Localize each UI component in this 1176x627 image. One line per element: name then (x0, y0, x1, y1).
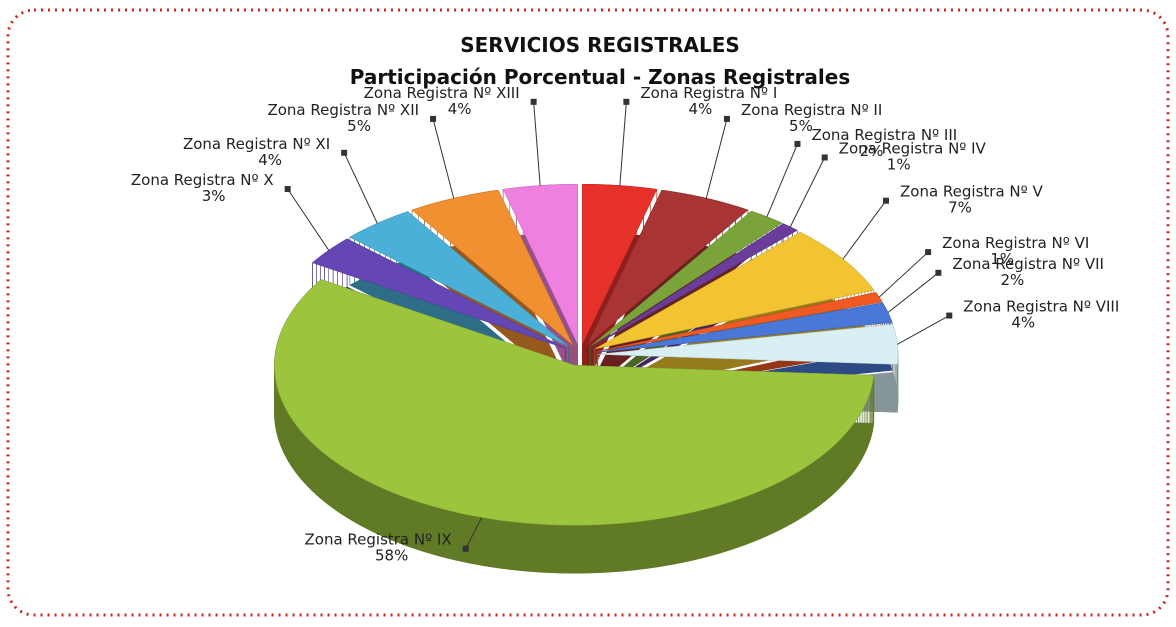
leader-line (766, 143, 798, 218)
slice-label: Zona Registra Nº V (900, 183, 1043, 201)
pie (274, 184, 899, 574)
slice-value-label: 2% (860, 142, 884, 160)
slice-value-label: 3% (202, 187, 226, 205)
slice-value-label: 5% (789, 117, 813, 135)
leader-dot (462, 545, 469, 552)
slice-label: Zona Registra Nº XIII (364, 84, 520, 102)
slice-value-label: 1% (887, 155, 911, 173)
chart-title: SERVICIOS REGISTRALES (460, 33, 740, 57)
slice-label: Zona Registra Nº VI (942, 234, 1089, 252)
chart-subtitle: Participación Porcentual - Zonas Registr… (350, 65, 851, 89)
slice-top (411, 189, 574, 346)
slice-value-label: 4% (688, 100, 712, 118)
leader-line (619, 101, 627, 186)
slice-value-label: 4% (258, 151, 282, 169)
leader-line (465, 517, 483, 549)
slice-value-label: 7% (948, 199, 972, 217)
leader-dot (623, 98, 630, 105)
slice-top (596, 292, 883, 352)
leader-dot (794, 140, 801, 147)
slice-top (349, 211, 569, 347)
leader-line (705, 118, 728, 199)
leader-dot (723, 115, 730, 122)
slice-label: Zona Registra Nº I (640, 84, 777, 102)
leader-dot (530, 98, 537, 105)
leader-dot (925, 249, 932, 256)
leader-dot (821, 154, 828, 161)
slice-top (591, 223, 798, 348)
slice-value-label: 5% (347, 117, 371, 135)
leader-line (897, 315, 950, 345)
slice-label: Zona Registra Nº VIII (963, 298, 1119, 316)
slice-label: Zona Registra Nº III (811, 126, 957, 144)
slice-label: Zona Registra Nº X (131, 171, 274, 189)
leader-dot (946, 312, 953, 319)
leader-line (343, 152, 378, 224)
slice (274, 278, 875, 574)
slice-value-label: 2% (1000, 271, 1024, 289)
slice-top (597, 302, 893, 353)
slice-top (597, 324, 899, 365)
leader-line (842, 200, 887, 260)
slice-label: Zona Registra Nº II (741, 101, 882, 119)
slice-value-label: 4% (1011, 314, 1035, 332)
slice-top (586, 189, 749, 346)
labels: Zona Registra Nº I4%Zona Registra Nº XII… (131, 84, 1119, 565)
slice-top (582, 184, 658, 345)
slice-value-label: 4% (448, 100, 472, 118)
leader-line (432, 118, 455, 199)
slice-label: Zona Registra Nº IX (304, 531, 451, 549)
leader-line (287, 188, 330, 251)
slice-label: Zona Registra Nº VII (952, 255, 1104, 273)
leader-line (789, 157, 826, 228)
leader-dot (284, 186, 291, 193)
leader-dot (430, 115, 437, 122)
leader-line (878, 251, 929, 298)
slice-value-label: 58% (375, 547, 408, 565)
leader-line (533, 101, 541, 186)
slice-top (502, 184, 578, 345)
leader-dot (341, 149, 348, 156)
slice-top (274, 279, 875, 526)
slice-label: Zona Registra Nº XI (183, 135, 330, 153)
slice-label: Zona Registra Nº IV (839, 139, 987, 157)
leader-dot (883, 197, 890, 204)
leader-line (887, 272, 939, 313)
slice-value-label: 1% (990, 250, 1014, 268)
slice-label: Zona Registra Nº XII (267, 101, 419, 119)
leader-dot (935, 269, 942, 276)
